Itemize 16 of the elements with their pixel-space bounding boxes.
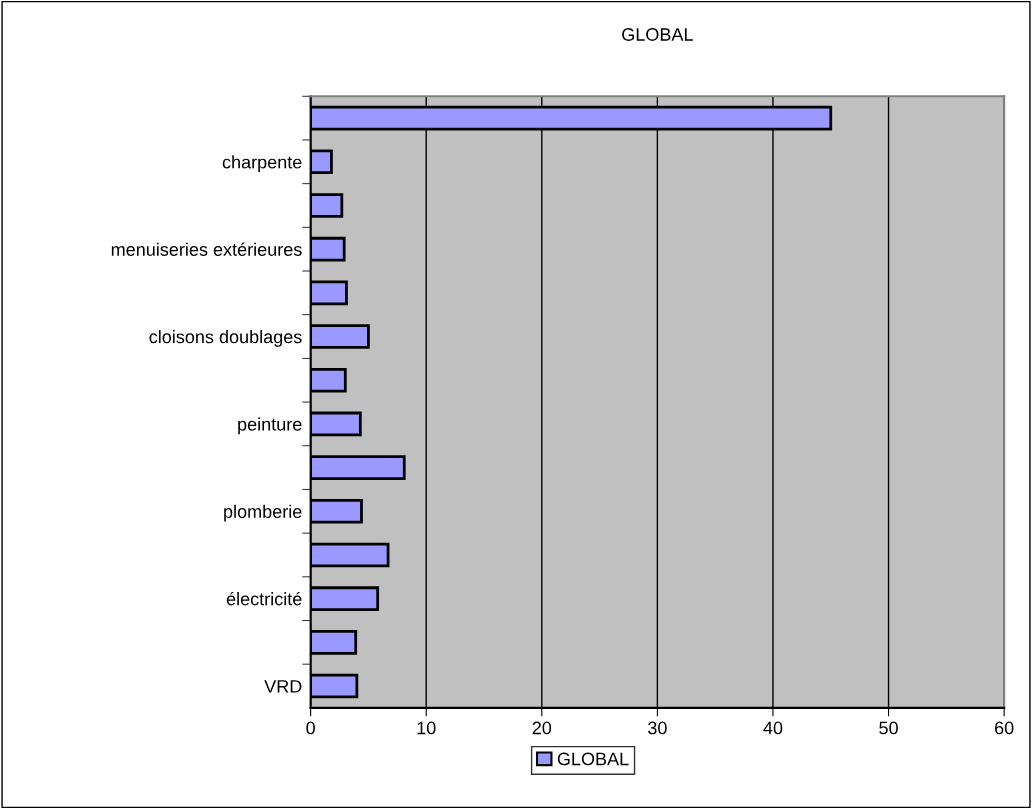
y-tick-label: VRD xyxy=(264,680,302,693)
x-tick-label: 10 xyxy=(417,721,436,735)
x-tick-label: 20 xyxy=(532,721,552,735)
x-tick-label: 0 xyxy=(306,721,315,735)
y-tick-label: menuiseries extérieures xyxy=(111,242,302,256)
y-tick-label: charpente xyxy=(222,155,302,173)
x-tick-label: 50 xyxy=(879,721,898,735)
chart-title: GLOBAL xyxy=(622,28,693,41)
y-tick-label: cloisons doublages xyxy=(149,330,302,347)
y-tick-label: plomberie xyxy=(224,504,302,522)
x-tick-label: 60 xyxy=(995,721,1014,735)
y-tick-label: électricité xyxy=(226,591,302,606)
legend-label: GLOBAL xyxy=(557,752,629,766)
x-tick-label: 30 xyxy=(648,721,667,735)
x-tick-label: 40 xyxy=(763,721,783,735)
y-tick-label: peinture xyxy=(238,417,302,435)
